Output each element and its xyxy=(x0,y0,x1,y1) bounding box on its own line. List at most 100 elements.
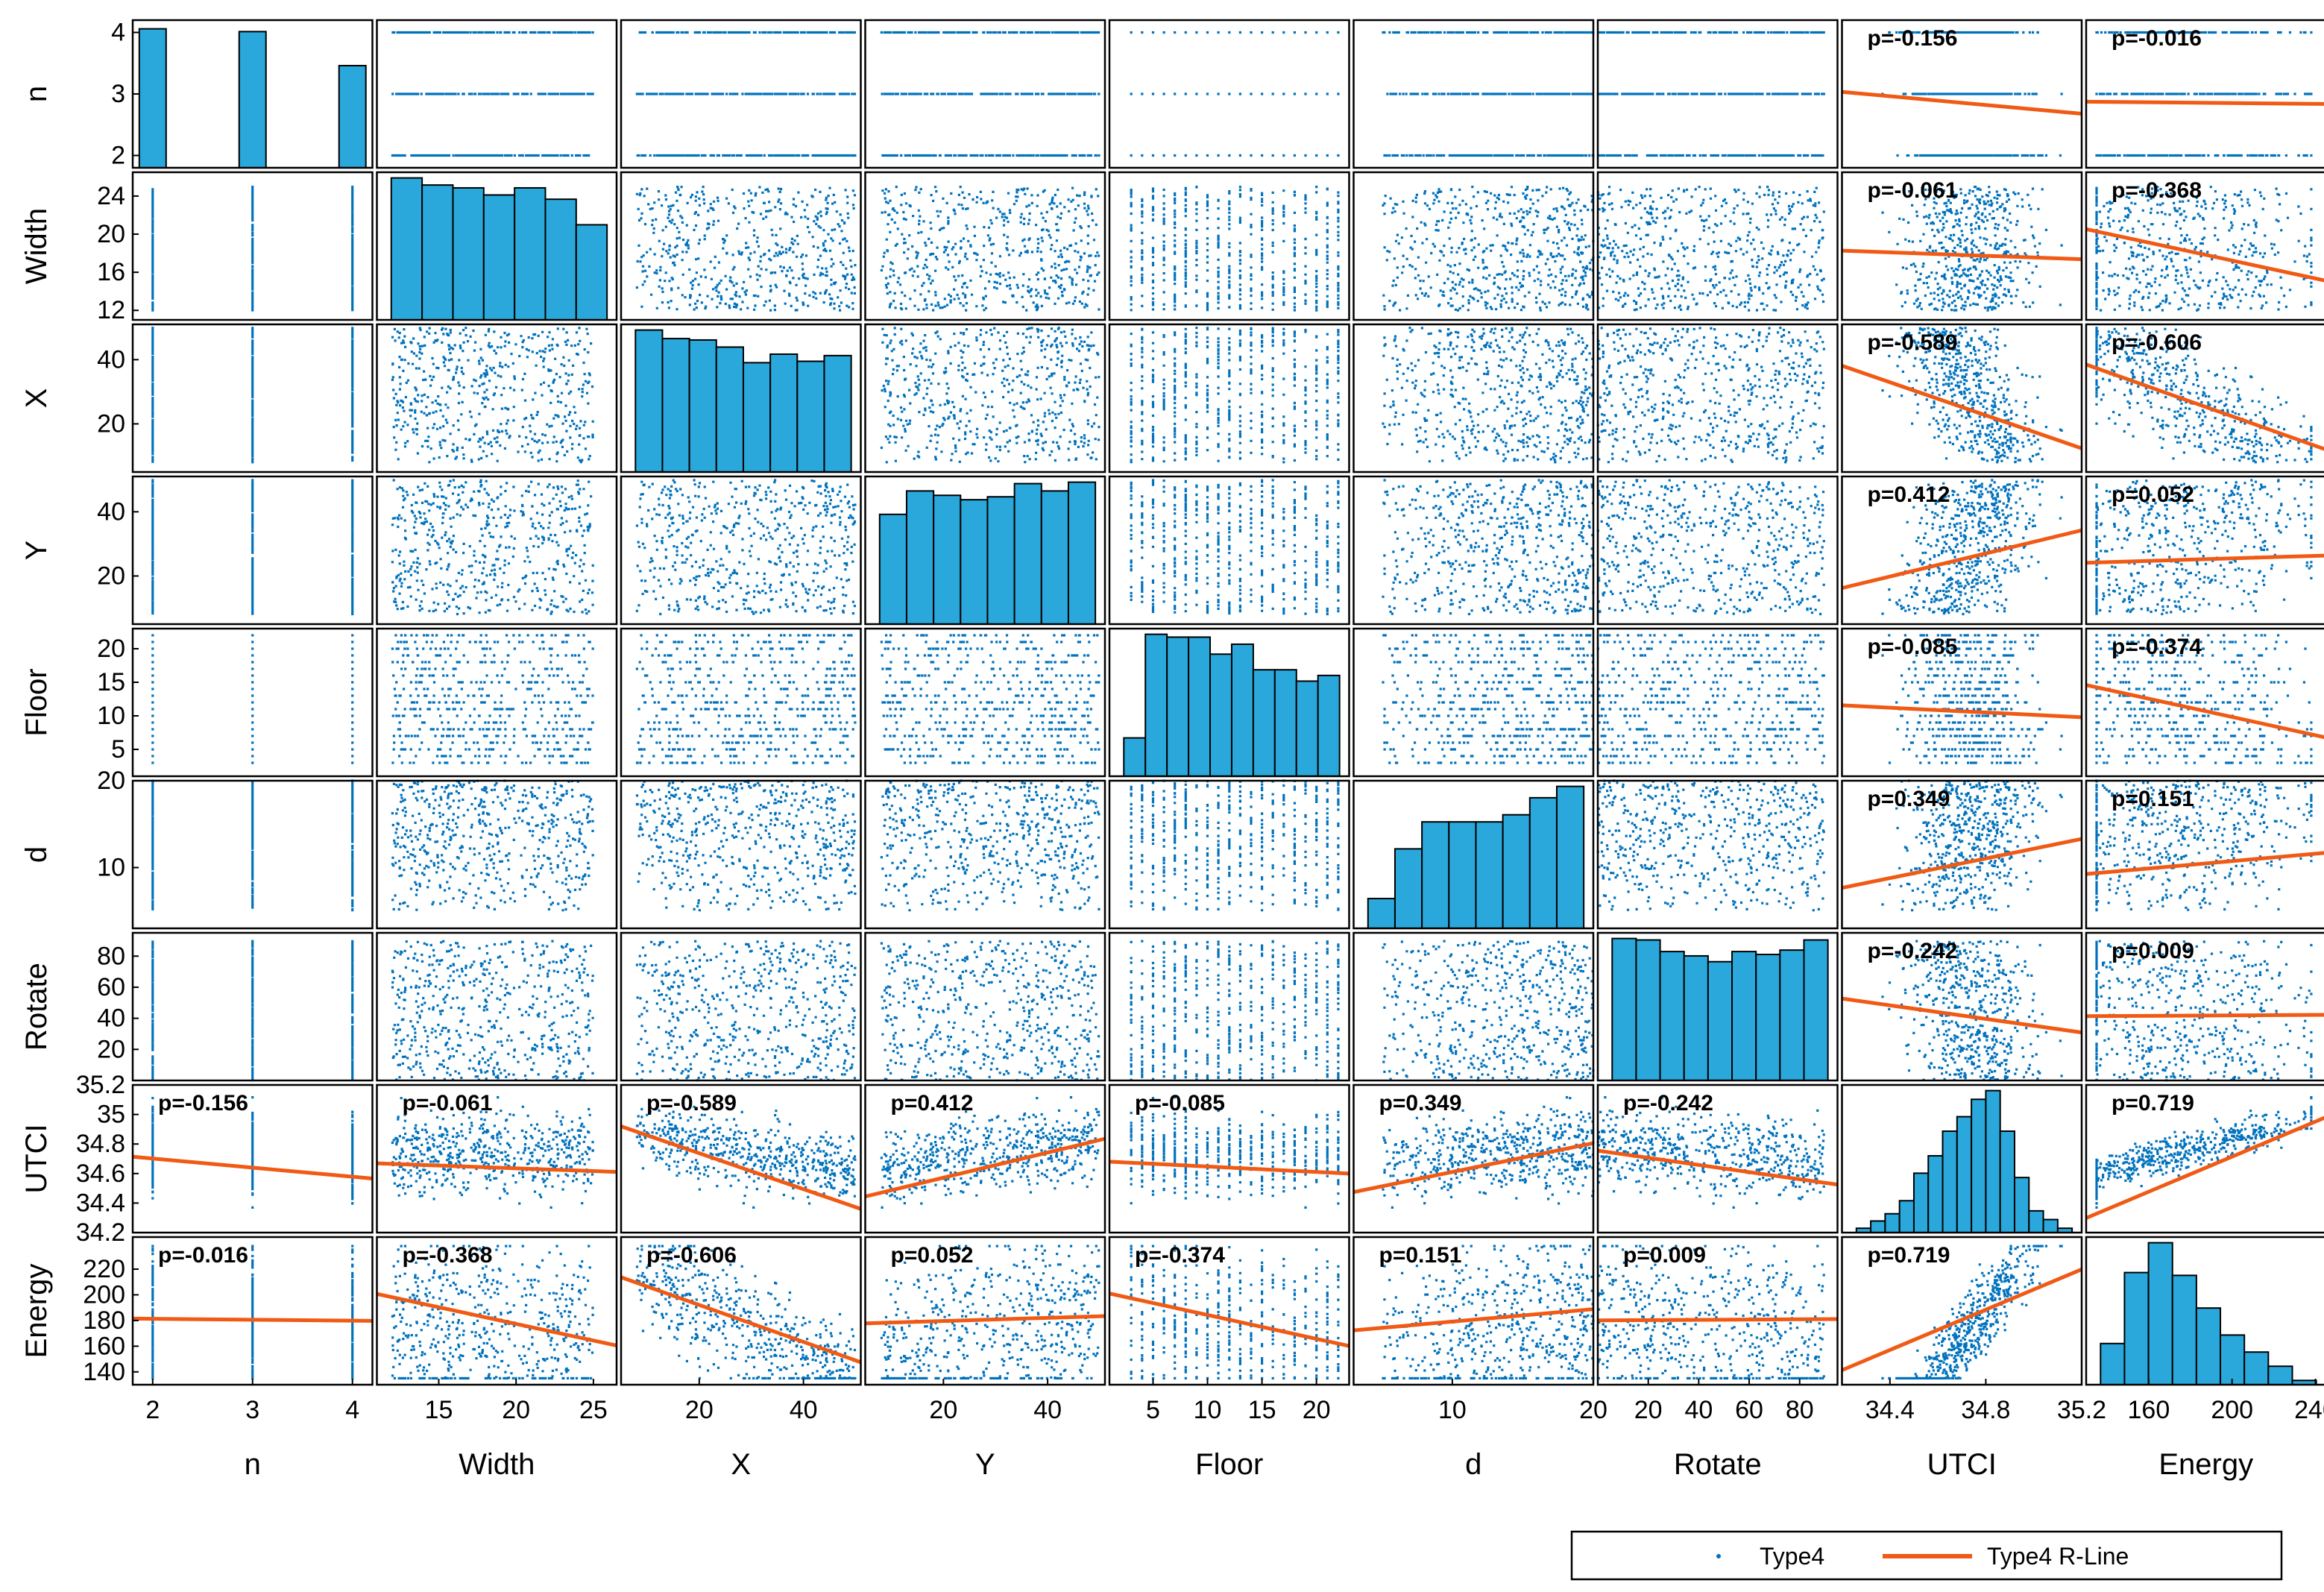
scatter-points xyxy=(635,31,857,157)
x-tick-label: 3 xyxy=(245,1396,259,1424)
histogram-bar xyxy=(1067,481,1097,625)
x-tick-label: 2 xyxy=(145,1396,160,1424)
scatter-points xyxy=(1596,327,1825,464)
scatter-points xyxy=(1596,186,1825,312)
regression-line xyxy=(2085,683,2324,740)
y-axis-label: Width xyxy=(20,208,53,284)
histogram-bar xyxy=(1295,680,1319,778)
panel-Width-vs-UTCI: p=-0.061 xyxy=(1841,171,2083,321)
histogram-bar xyxy=(1884,1212,1901,1233)
panel-frame xyxy=(2085,1083,2324,1234)
panel-frame xyxy=(1841,475,2083,626)
panel-Rotate-vs-Width xyxy=(376,931,618,1082)
panel-UTCI-vs-Y: p=0.412 xyxy=(864,1083,1106,1234)
histogram-bar xyxy=(1555,785,1585,929)
y-tick-label: 35.2 xyxy=(76,1071,125,1099)
histogram-bar xyxy=(2220,1334,2246,1385)
panel-frame xyxy=(864,475,1106,626)
panel-d-vs-Floor xyxy=(1108,779,1350,930)
y-axis-label: Rotate xyxy=(20,963,53,1051)
histogram-bar xyxy=(1611,937,1637,1081)
scatter-points xyxy=(391,31,594,157)
x-tick-label: 15 xyxy=(425,1396,453,1424)
panel-X-vs-UTCI: p=-0.589 xyxy=(1841,323,2083,473)
panel-frame xyxy=(620,171,862,321)
y-tick-label: 10 xyxy=(97,702,125,730)
scatter-points xyxy=(635,634,857,764)
panel-Rotate-vs-X xyxy=(620,931,862,1082)
regression-line xyxy=(377,1161,617,1174)
panel-Width-vs-Energy: p=-0.368 xyxy=(2085,171,2324,321)
regression-line xyxy=(864,1136,1106,1199)
regression-line xyxy=(1841,1267,2082,1372)
scatter-points xyxy=(1130,479,1340,616)
scatter-points xyxy=(1382,479,1595,616)
y-axis-label: UTCI xyxy=(20,1124,53,1193)
regression-line xyxy=(1353,1307,1594,1333)
panel-frame xyxy=(376,19,618,169)
panel-Rotate-vs-d xyxy=(1352,931,1595,1082)
panel-Width-vs-Rotate xyxy=(1596,171,1839,321)
y-tick-label: 10 xyxy=(97,853,125,881)
scatter-points xyxy=(880,186,1100,312)
panel-Energy-vs-Rotate: p=0.009 20 40 60 80 Rotate xyxy=(1596,1236,1839,1481)
panel-frame xyxy=(131,627,374,778)
x-axis-label: n xyxy=(245,1448,261,1481)
x-tick-label: 160 xyxy=(2128,1396,2170,1424)
x-tick-label: 34.8 xyxy=(1961,1396,2010,1424)
regression-line xyxy=(1842,89,2082,116)
panel-Y-vs-d xyxy=(1352,475,1595,626)
histogram-bar xyxy=(514,186,547,321)
panel-frame xyxy=(1596,931,1839,1082)
panel-frame xyxy=(1352,627,1595,778)
panel-frame xyxy=(1108,323,1350,473)
histogram-bar xyxy=(1475,821,1504,930)
histogram-bar xyxy=(482,194,516,321)
panel-Rotate-vs-Rotate xyxy=(1596,931,1839,1082)
panel-Rotate-vs-Y xyxy=(864,931,1106,1082)
panel-Rotate-vs-Energy: p=0.009 xyxy=(2085,931,2324,1082)
y-tick-label: 20 xyxy=(97,220,125,248)
panel-frame xyxy=(1596,779,1839,930)
y-tick-label: 15 xyxy=(97,668,125,696)
panel-Floor-vs-Y xyxy=(864,627,1106,778)
y-tick-label: 24 xyxy=(97,182,125,210)
histogram-bar xyxy=(1367,898,1396,930)
scatter-points xyxy=(1382,940,1595,1082)
x-tick-label: 35.2 xyxy=(2057,1396,2106,1424)
regression-line xyxy=(620,1124,862,1211)
histogram-bar xyxy=(1502,814,1531,929)
x-tick-label: 20 xyxy=(685,1396,714,1424)
histogram-bar xyxy=(1803,939,1829,1082)
histogram-bar xyxy=(1123,737,1147,777)
panel-frame xyxy=(864,171,1106,321)
regression-line xyxy=(1841,364,2082,450)
x-tick-label: 200 xyxy=(2211,1396,2253,1424)
y-tick-label: 12 xyxy=(97,296,125,324)
regression-line xyxy=(620,1275,862,1365)
scatter-points xyxy=(391,327,594,464)
panel-Y-vs-Floor xyxy=(1108,475,1350,626)
panel-frame xyxy=(376,323,618,473)
y-tick-label: 34.8 xyxy=(76,1130,125,1158)
correlation-label: p=-0.242 xyxy=(1623,1091,1713,1116)
histogram-bar xyxy=(634,329,664,473)
scatter-points xyxy=(2095,186,2313,312)
correlation-label: p=0.349 xyxy=(1379,1091,1462,1116)
scatter-points xyxy=(151,479,354,616)
scatter-points xyxy=(151,779,354,912)
x-tick-label: 40 xyxy=(1684,1396,1713,1424)
panel-UTCI-vs-Energy: p=0.719 xyxy=(2085,1083,2324,1234)
y-tick-label: 40 xyxy=(97,1004,125,1033)
x-tick-label: 20 xyxy=(1634,1396,1663,1424)
histogram-bar xyxy=(2042,1218,2059,1234)
panel-n-vs-Y xyxy=(864,19,1106,169)
panel-Energy-vs-Width: p=-0.368 15 20 25 Width xyxy=(376,1236,618,1481)
histogram-bar xyxy=(823,354,852,473)
scatter-points xyxy=(635,479,857,616)
legend-point-label: Type4 xyxy=(1760,1543,1824,1570)
panel-frame xyxy=(1841,1083,2083,1234)
panel-frame xyxy=(376,475,618,626)
panel-n-vs-Floor xyxy=(1108,19,1350,169)
histogram-bar xyxy=(878,513,907,626)
